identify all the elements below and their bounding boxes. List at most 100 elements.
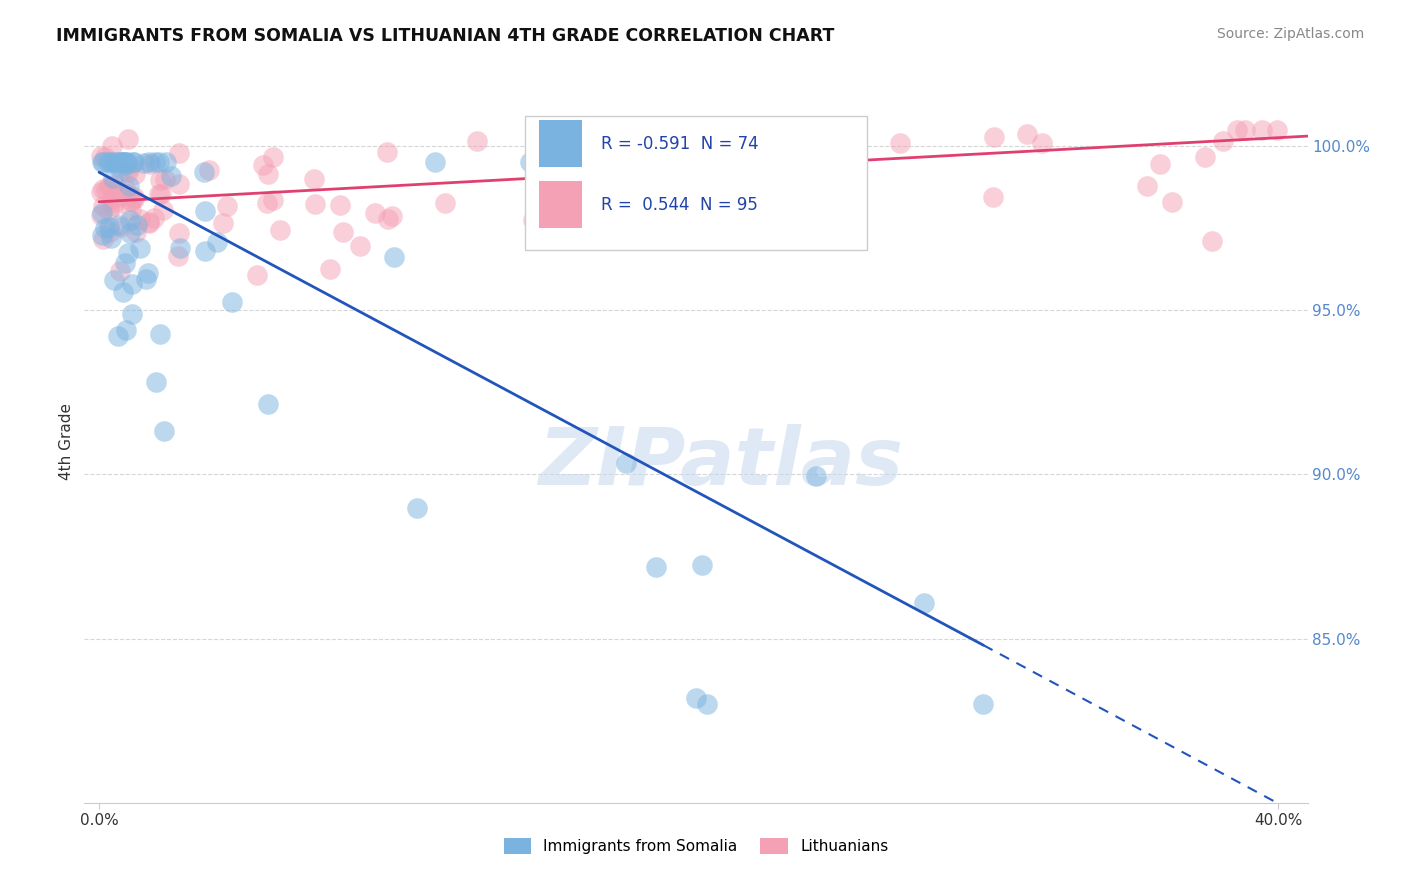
Point: [91, 227, 114, 242]
Point: [128, 241, 150, 255]
Point: [586, 163, 609, 178]
Point: [121, 307, 143, 321]
Point: [107, 190, 129, 204]
Point: [167, 226, 190, 240]
Point: [111, 285, 134, 299]
Point: [120, 202, 142, 217]
Point: [91, 232, 114, 246]
Point: [148, 173, 170, 187]
Point: [143, 155, 166, 169]
Point: [972, 698, 994, 712]
Point: [1136, 178, 1159, 193]
Point: [318, 261, 340, 276]
Point: [120, 194, 142, 208]
Text: ZIPatlas: ZIPatlas: [538, 425, 903, 502]
Point: [108, 161, 131, 176]
Point: [262, 193, 284, 207]
Point: [114, 181, 136, 195]
Point: [107, 183, 129, 197]
Point: [252, 158, 274, 172]
Point: [136, 266, 159, 280]
Point: [1201, 235, 1223, 249]
Point: [981, 190, 1004, 204]
Point: [90, 185, 112, 199]
Point: [332, 226, 354, 240]
Point: [97, 155, 120, 169]
Point: [125, 218, 148, 232]
Point: [118, 161, 141, 175]
Point: [115, 187, 138, 202]
Point: [114, 155, 136, 169]
Point: [115, 155, 138, 169]
Point: [614, 456, 637, 470]
Point: [91, 182, 114, 196]
Point: [599, 135, 621, 149]
Point: [745, 122, 768, 136]
Point: [155, 155, 177, 169]
Point: [644, 560, 666, 574]
Point: [120, 194, 142, 208]
Point: [91, 155, 114, 169]
Point: [117, 246, 139, 260]
Point: [150, 186, 173, 201]
Point: [465, 134, 488, 148]
Point: [912, 597, 935, 611]
Bar: [540, 181, 582, 228]
Point: [304, 197, 326, 211]
Point: [101, 171, 124, 186]
Point: [98, 225, 121, 239]
Point: [101, 139, 124, 153]
Point: [108, 155, 131, 169]
Point: [122, 155, 145, 169]
Point: [153, 424, 176, 438]
Point: [696, 698, 718, 712]
Point: [806, 468, 828, 483]
Point: [194, 203, 217, 218]
Point: [145, 375, 167, 389]
Point: [101, 193, 124, 207]
Point: [690, 558, 713, 573]
Point: [103, 155, 125, 169]
Point: [94, 221, 117, 235]
Text: IMMIGRANTS FROM SOMALIA VS LITHUANIAN 4TH GRADE CORRELATION CHART: IMMIGRANTS FROM SOMALIA VS LITHUANIAN 4T…: [56, 27, 835, 45]
Point: [118, 227, 141, 241]
Point: [1265, 122, 1288, 136]
Point: [100, 231, 122, 245]
Y-axis label: 4th Grade: 4th Grade: [59, 403, 75, 480]
Point: [1212, 134, 1234, 148]
Bar: [540, 120, 582, 167]
Point: [1160, 194, 1182, 209]
Point: [117, 164, 139, 178]
Point: [138, 216, 160, 230]
Point: [1226, 122, 1249, 136]
Point: [97, 202, 120, 217]
Point: [108, 263, 131, 277]
Point: [256, 196, 278, 211]
Point: [148, 186, 170, 201]
Point: [704, 187, 727, 202]
Point: [117, 131, 139, 145]
Point: [212, 216, 235, 230]
Point: [1251, 122, 1274, 136]
Point: [589, 197, 612, 211]
Text: Source: ZipAtlas.com: Source: ZipAtlas.com: [1216, 27, 1364, 41]
Point: [221, 295, 243, 310]
Point: [138, 215, 160, 229]
Point: [155, 172, 177, 186]
Point: [108, 218, 131, 232]
Point: [90, 149, 112, 163]
Point: [167, 177, 190, 191]
Point: [256, 397, 278, 411]
Point: [91, 206, 114, 220]
Point: [207, 235, 229, 249]
Point: [96, 183, 118, 197]
Point: [111, 155, 134, 169]
Point: [98, 219, 121, 234]
Text: R =  0.544  N = 95: R = 0.544 N = 95: [600, 195, 758, 213]
Point: [135, 272, 157, 286]
Point: [122, 192, 145, 206]
Point: [423, 155, 446, 169]
Point: [269, 223, 291, 237]
Point: [762, 155, 785, 169]
Point: [329, 198, 352, 212]
